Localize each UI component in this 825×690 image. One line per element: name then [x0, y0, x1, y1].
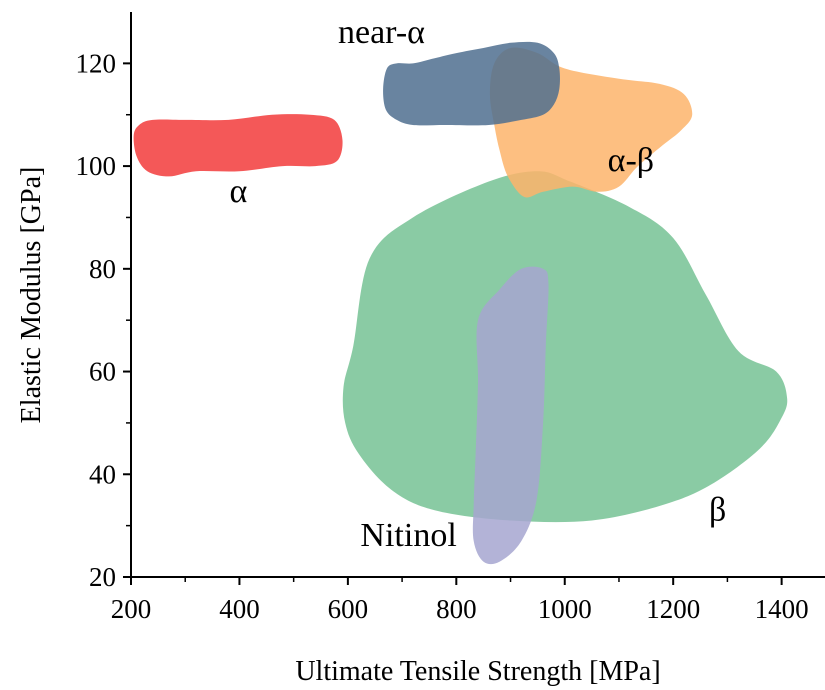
annotations: near-α α-β α β Nitinol: [229, 14, 726, 554]
y-tick-label: 80: [89, 254, 116, 284]
x-tick-label: 600: [328, 594, 369, 624]
x-tick-label: 1200: [646, 594, 700, 624]
x-tick-label: 1400: [755, 594, 809, 624]
y-axis-title: Elastic Modulus [GPa]: [16, 167, 47, 424]
x-tick-label: 800: [436, 594, 477, 624]
region-near-alpha: [383, 41, 560, 126]
label-nitinol: Nitinol: [360, 517, 456, 554]
x-axis-title: Ultimate Tensile Strength [MPa]: [295, 656, 660, 687]
y-tick-label: 120: [76, 48, 117, 78]
plot-regions: [133, 41, 788, 565]
y-ticks: 20 40 60 80 100 120: [76, 48, 131, 592]
x-tick-label: 400: [219, 594, 260, 624]
label-alpha: α: [229, 173, 247, 210]
x-tick-label: 1000: [538, 594, 592, 624]
region-beta: [342, 171, 788, 523]
label-beta: β: [709, 492, 726, 529]
x-tick-label: 200: [111, 594, 152, 624]
x-ticks: 200 400 600 800 1000 1200 1400: [111, 577, 809, 624]
y-tick-label: 20: [89, 562, 116, 592]
axes: [130, 12, 825, 578]
label-near-alpha: near-α: [338, 14, 425, 51]
y-tick-label: 100: [76, 151, 117, 181]
region-nitinol: [472, 266, 549, 565]
y-tick-label: 60: [89, 357, 116, 387]
y-tick-label: 40: [89, 459, 116, 489]
region-alpha: [133, 114, 343, 177]
label-alpha-beta: α-β: [608, 142, 654, 179]
